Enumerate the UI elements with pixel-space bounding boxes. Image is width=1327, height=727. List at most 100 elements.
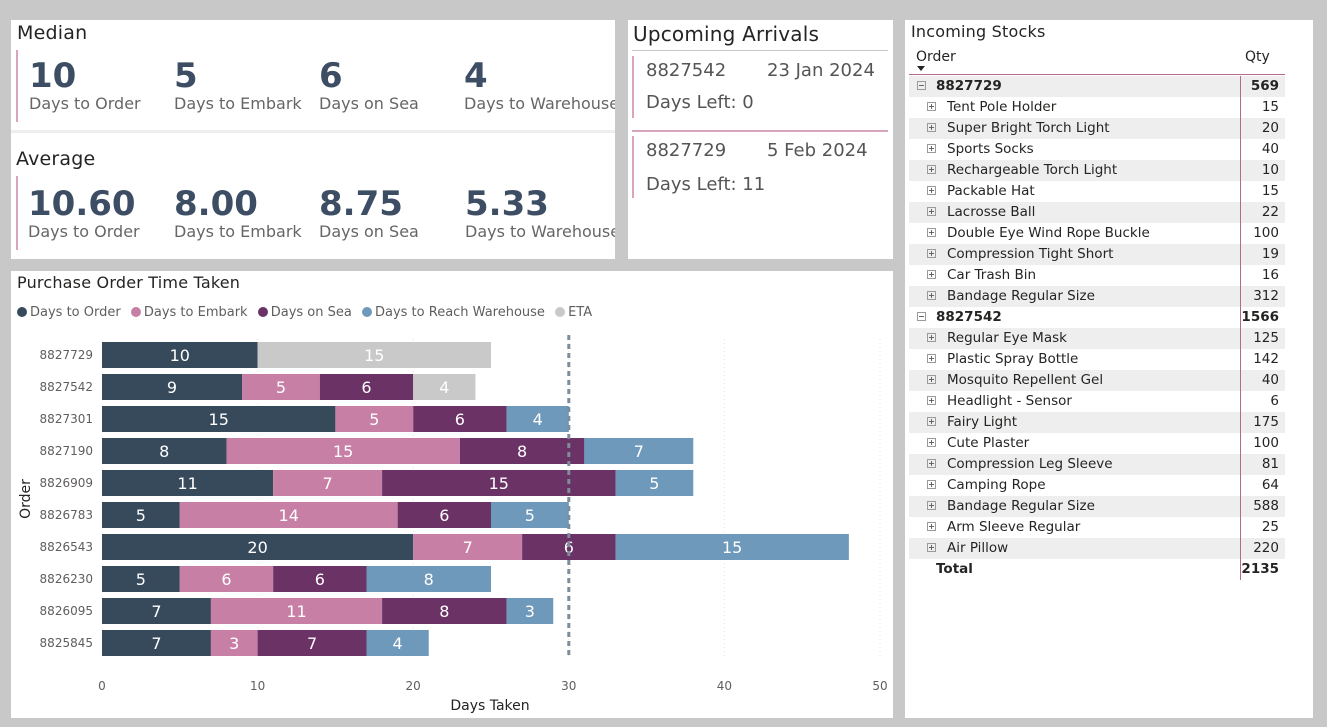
bar-segment[interactable] — [459, 438, 585, 464]
item-row[interactable]: Bandage Regular Size 312 — [909, 286, 1285, 307]
expand-icon[interactable] — [927, 375, 936, 384]
item-row[interactable]: Packable Hat 15 — [909, 181, 1285, 202]
item-row[interactable]: Cute Plaster 100 — [909, 433, 1285, 454]
bar-segment[interactable] — [491, 502, 569, 528]
expand-icon[interactable] — [927, 501, 936, 510]
sort-desc-icon[interactable] — [917, 66, 925, 71]
column-header-qty[interactable]: Qty — [1245, 49, 1270, 65]
item-row[interactable]: Air Pillow 220 — [909, 538, 1285, 559]
item-row[interactable]: Double Eye Wind Rope Buckle 100 — [909, 223, 1285, 244]
expand-icon[interactable] — [927, 165, 936, 174]
expand-icon[interactable] — [927, 438, 936, 447]
item-row[interactable]: Regular Eye Mask 125 — [909, 328, 1285, 349]
bar-segment[interactable] — [273, 566, 367, 592]
item-row[interactable]: Sports Socks 40 — [909, 139, 1285, 160]
bar-segment[interactable] — [102, 470, 274, 496]
item-row[interactable]: Compression Leg Sleeve 81 — [909, 454, 1285, 475]
bar-segment[interactable] — [102, 534, 414, 560]
expand-icon[interactable] — [927, 228, 936, 237]
collapse-icon[interactable] — [917, 81, 926, 90]
bar-segment[interactable] — [413, 374, 476, 400]
expand-icon[interactable] — [927, 459, 936, 468]
bar-segment[interactable] — [615, 470, 694, 496]
item-row[interactable]: Tent Pole Holder 15 — [909, 97, 1285, 118]
bar-segment[interactable] — [102, 406, 336, 432]
bar-segment[interactable] — [226, 438, 460, 464]
item-row[interactable]: Fairy Light 175 — [909, 412, 1285, 433]
bar-segment[interactable] — [413, 406, 507, 432]
bar-segment[interactable] — [210, 630, 258, 656]
expand-icon[interactable] — [927, 480, 936, 489]
group-row[interactable]: 8827729 569 — [909, 76, 1285, 97]
item-row[interactable]: Arm Sleeve Regular 25 — [909, 517, 1285, 538]
bar-segment[interactable] — [242, 374, 320, 400]
total-row[interactable]: Total 2135 — [909, 559, 1285, 580]
bar-segment[interactable] — [102, 566, 180, 592]
bar-segment[interactable] — [335, 406, 414, 432]
expand-icon[interactable] — [927, 543, 936, 552]
expand-icon[interactable] — [927, 417, 936, 426]
bar-segment[interactable] — [506, 598, 554, 624]
bar-segment[interactable] — [257, 630, 367, 656]
item-row[interactable]: Mosquito Repellent Gel 40 — [909, 370, 1285, 391]
expand-icon[interactable] — [927, 123, 936, 132]
expand-icon[interactable] — [927, 354, 936, 363]
bar-segment[interactable] — [584, 438, 694, 464]
legend-item[interactable]: Days to Embark — [130, 305, 248, 320]
item-row[interactable]: Headlight - Sensor 6 — [909, 391, 1285, 412]
item-row[interactable]: Camping Rope 64 — [909, 475, 1285, 496]
expand-icon[interactable] — [927, 102, 936, 111]
legend-item[interactable]: Days to Order — [17, 305, 121, 320]
legend-item[interactable]: Days on Sea — [257, 305, 352, 320]
bar-segment[interactable] — [366, 566, 491, 592]
bar-segment[interactable] — [102, 502, 180, 528]
bar-value-label: 14 — [279, 506, 299, 525]
bar-segment[interactable] — [102, 630, 211, 656]
expand-icon[interactable] — [927, 144, 936, 153]
bar-segment[interactable] — [179, 566, 274, 592]
bar-segment[interactable] — [397, 502, 491, 528]
expand-icon[interactable] — [927, 333, 936, 342]
bar-segment[interactable] — [382, 470, 616, 496]
bar-segment[interactable] — [413, 534, 523, 560]
bar-segment[interactable] — [210, 598, 383, 624]
average-days-to-warehouse: 5.33 Days to Warehouse — [465, 186, 615, 242]
bar-segment[interactable] — [102, 374, 243, 400]
item-row[interactable]: Super Bright Torch Light 20 — [909, 118, 1285, 139]
bar-segment[interactable] — [615, 534, 849, 560]
bar-segment[interactable] — [366, 630, 429, 656]
row-label: Mosquito Repellent Gel — [947, 372, 1104, 388]
row-qty: 100 — [1253, 435, 1279, 451]
expand-icon[interactable] — [927, 249, 936, 258]
bar-segment[interactable] — [179, 502, 398, 528]
expand-icon[interactable] — [927, 186, 936, 195]
item-row[interactable]: Rechargeable Torch Light 10 — [909, 160, 1285, 181]
bar-segment[interactable] — [257, 342, 491, 368]
item-row[interactable]: Plastic Spray Bottle 142 — [909, 349, 1285, 370]
item-row[interactable]: Lacrosse Ball 22 — [909, 202, 1285, 223]
row-label: Packable Hat — [947, 183, 1035, 199]
column-header-order[interactable]: Order — [916, 49, 956, 65]
bar-segment[interactable] — [273, 470, 383, 496]
collapse-icon[interactable] — [917, 312, 926, 321]
expand-icon[interactable] — [927, 522, 936, 531]
item-row[interactable]: Car Trash Bin 16 — [909, 265, 1285, 286]
arrival-card[interactable]: 8827542 23 Jan 2024 Days Left: 0 — [632, 56, 888, 120]
legend-item[interactable]: Days to Reach Warehouse — [361, 305, 545, 320]
group-row[interactable]: 8827542 1566 — [909, 307, 1285, 328]
bar-value-label: 5 — [369, 410, 379, 429]
expand-icon[interactable] — [927, 396, 936, 405]
bar-segment[interactable] — [102, 438, 227, 464]
expand-icon[interactable] — [927, 291, 936, 300]
item-row[interactable]: Compression Tight Short 19 — [909, 244, 1285, 265]
expand-icon[interactable] — [927, 270, 936, 279]
arrival-card[interactable]: 8827729 5 Feb 2024 Days Left: 11 — [632, 136, 888, 200]
bar-segment[interactable] — [506, 406, 569, 432]
bar-segment[interactable] — [319, 374, 414, 400]
legend-item[interactable]: ETA — [555, 305, 592, 320]
item-row[interactable]: Bandage Regular Size 588 — [909, 496, 1285, 517]
bar-segment[interactable] — [382, 598, 507, 624]
bar-segment[interactable] — [102, 342, 258, 368]
bar-segment[interactable] — [102, 598, 211, 624]
expand-icon[interactable] — [927, 207, 936, 216]
